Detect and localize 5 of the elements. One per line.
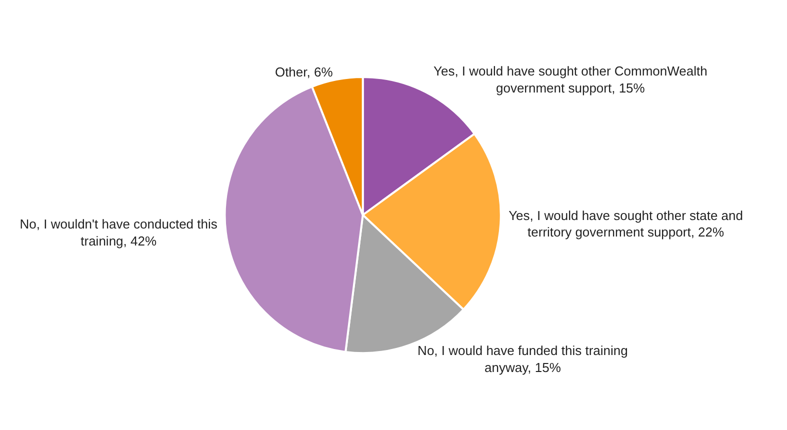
slice-label: No, I wouldn't have conducted this training, 42% <box>20 216 218 249</box>
slice-label: Yes, I would have sought other state and territory government support, 22% <box>508 208 743 240</box>
slice-label: Yes, I would have sought other CommonWealth government support, 15% <box>433 63 708 96</box>
slice-label: Other, 6% <box>274 64 334 80</box>
slice-label: No, I would have funded this training anyway, 15% <box>418 343 628 375</box>
